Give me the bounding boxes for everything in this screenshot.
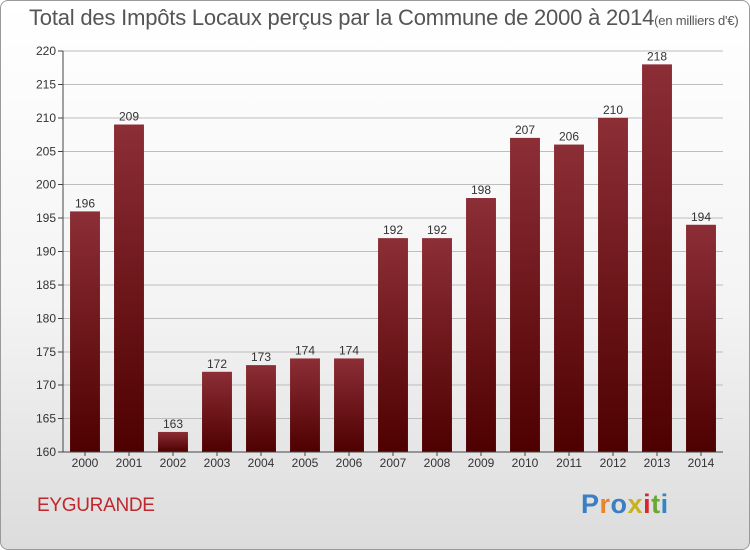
x-tick-label: 2006: [336, 456, 363, 470]
bars: 196 209 163 172 173 174 174 192 192 198 207 206 210 2…: [70, 49, 716, 453]
bar: [202, 371, 232, 452]
proxiti-logo: Proxiti: [581, 489, 669, 520]
chart-title-unit: (en milliers d'€): [654, 13, 739, 28]
x-tick-label: 2011: [556, 456, 582, 470]
y-tick-label: 190: [36, 245, 56, 259]
logo-letter: t: [651, 489, 661, 519]
data-label: 163: [163, 417, 183, 431]
x-tick-label: 2004: [248, 456, 275, 470]
data-label: 194: [691, 210, 711, 224]
data-label: 196: [75, 196, 95, 210]
x-tick-label: 2014: [688, 456, 715, 470]
y-tick-label: 220: [36, 44, 56, 58]
commune-name: EYGURANDE: [37, 495, 155, 516]
data-label: 198: [471, 183, 491, 197]
x-tick-label: 2010: [512, 456, 539, 470]
x-tick-label: 2012: [600, 456, 627, 470]
data-label: 192: [383, 223, 403, 237]
x-tick-label: 2003: [204, 456, 231, 470]
x-tick-label: 2009: [468, 456, 495, 470]
logo-letter: i: [643, 489, 652, 519]
data-label: 218: [647, 49, 667, 63]
x-tick-label: 2007: [380, 456, 407, 470]
data-label: 173: [251, 350, 271, 364]
y-tick-label: 205: [36, 144, 56, 158]
bar: [422, 238, 452, 452]
bar: [158, 431, 188, 452]
data-label: 174: [339, 343, 359, 357]
bar: [466, 198, 496, 452]
data-label: 206: [559, 130, 579, 144]
x-tick-label: 2013: [644, 456, 671, 470]
logo-letter: x: [627, 489, 644, 519]
bar: [378, 238, 408, 452]
y-tick-label: 200: [36, 178, 56, 192]
data-label: 210: [603, 103, 623, 117]
data-label: 207: [515, 123, 535, 137]
x-tick-label: 2005: [292, 456, 319, 470]
data-label: 172: [207, 357, 227, 371]
x-tick-label: 2001: [116, 456, 143, 470]
bar: [114, 124, 144, 453]
y-tick-label: 165: [36, 412, 56, 426]
data-label: 192: [427, 223, 447, 237]
y-axis: 160 165 170 175 180 185 190 195 200 205 210 215 220: [36, 44, 64, 459]
y-tick-label: 170: [36, 378, 56, 392]
data-label: 209: [119, 110, 139, 124]
bar: [598, 117, 628, 452]
y-tick-label: 160: [36, 445, 56, 459]
chart-title: Total des Impôts Locaux perçus par la Co…: [29, 5, 739, 31]
chart-title-text: Total des Impôts Locaux perçus par la Co…: [29, 5, 655, 30]
y-tick-label: 210: [36, 111, 56, 125]
bar: [246, 365, 276, 452]
x-tick-label: 2002: [160, 456, 187, 470]
y-tick-label: 215: [36, 77, 56, 91]
logo-letter: i: [660, 489, 669, 519]
data-label: 174: [295, 343, 315, 357]
bar-chart: 160165170175180185190195200205210215220 …: [36, 44, 723, 470]
y-tick-label: 185: [36, 278, 56, 292]
bar: [510, 137, 540, 452]
y-tick-label: 195: [36, 211, 56, 225]
logo-letter: P: [581, 489, 600, 519]
x-tick-label: 2008: [424, 456, 451, 470]
bar: [554, 144, 584, 453]
bar: [642, 64, 672, 452]
logo-letter: o: [610, 489, 628, 519]
x-axis: 2000 2001 2002 2003 2004 2005 2006 2007 2008 2009…: [63, 451, 723, 470]
y-tick-label: 180: [36, 311, 56, 325]
bar: [686, 224, 716, 452]
bar: [334, 358, 364, 452]
bar: [70, 211, 100, 452]
y-tick-label: 175: [36, 345, 56, 359]
logo-letter: r: [599, 489, 611, 519]
x-tick-label: 2000: [72, 456, 99, 470]
bar: [290, 358, 320, 452]
